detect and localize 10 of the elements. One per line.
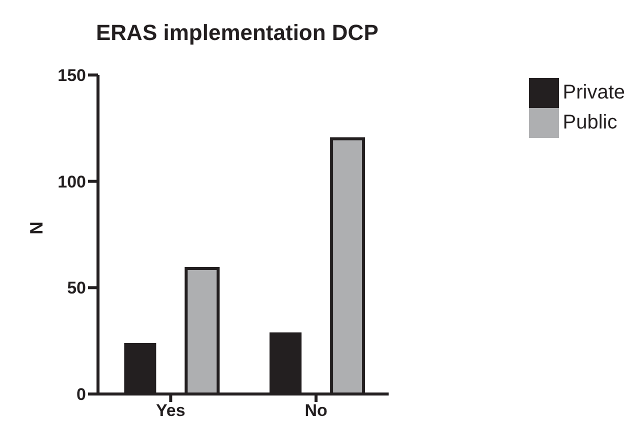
y-tick-label: 50 [67,278,86,298]
x-tick-label: Yes [156,401,186,420]
y-axis-title: N [26,222,46,234]
chart-title: ERAS implementation DCP [96,20,378,46]
legend-label: Private [562,81,625,104]
y-tick-label: 0 [76,385,86,404]
legend-label: Public [562,111,618,134]
x-tick-label: No [304,401,328,420]
y-tick-label: 100 [58,172,86,192]
y-tick-label: 150 [58,66,86,86]
